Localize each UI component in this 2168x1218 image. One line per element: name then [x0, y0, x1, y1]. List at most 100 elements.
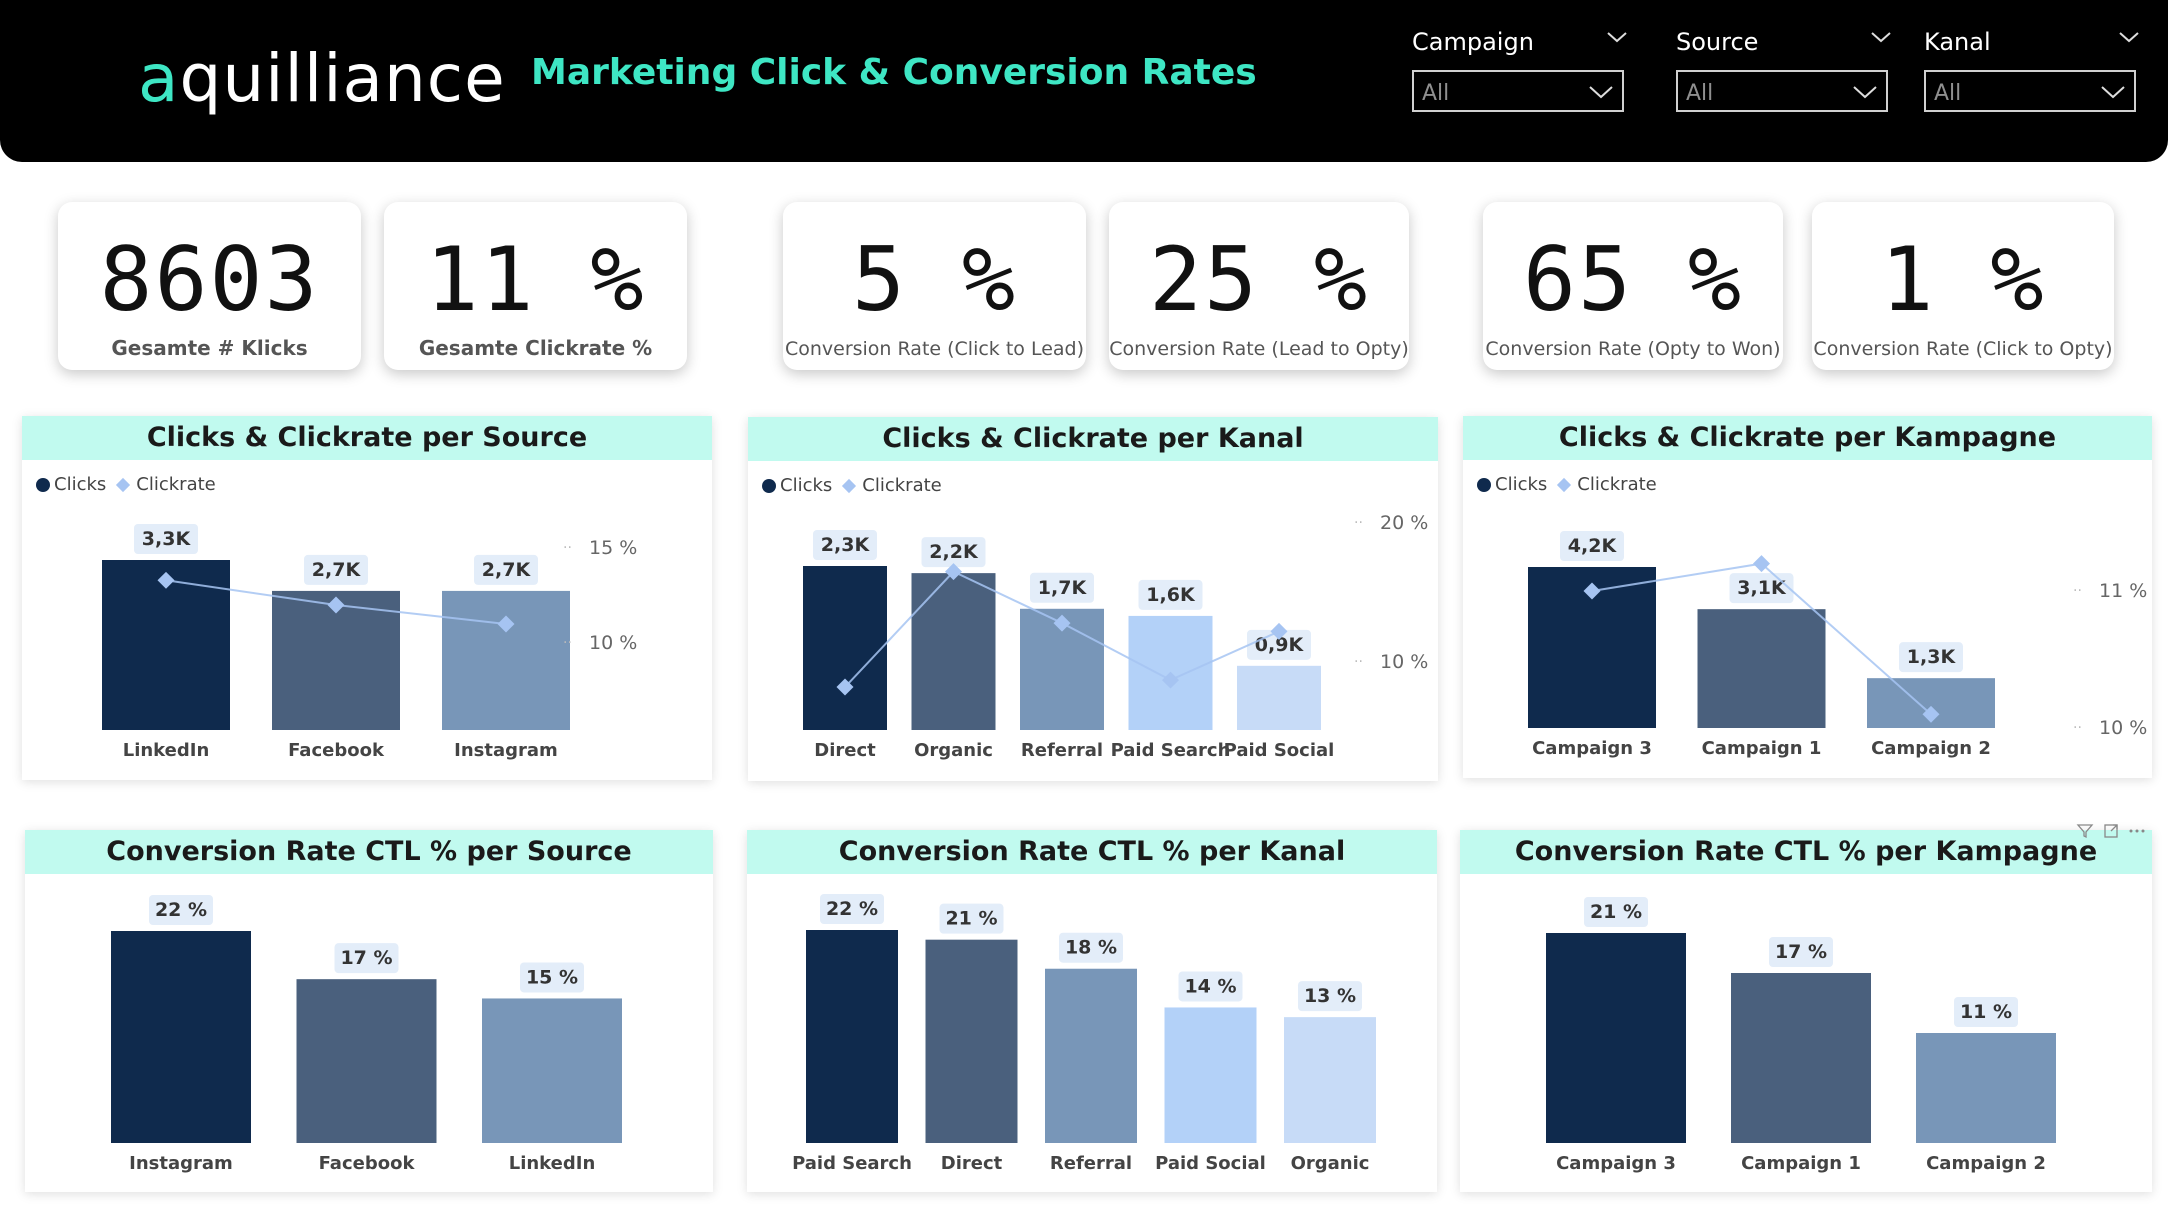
y2-tick-mark: ·· — [563, 635, 572, 651]
campaign-dropdown-value: All — [1422, 81, 1450, 106]
data-label: 22 % — [826, 898, 878, 920]
chevron-down-icon[interactable] — [2118, 28, 2140, 46]
focus-mode-icon[interactable] — [2102, 822, 2120, 840]
chevron-down-icon[interactable] — [1606, 28, 1628, 46]
data-label-bg — [1899, 642, 1963, 673]
data-label-bg — [820, 894, 884, 924]
chevron-down-icon — [2101, 86, 2125, 99]
legend-clickrate: Clickrate — [136, 474, 216, 495]
data-label-bg — [1247, 629, 1311, 660]
data-label-bg — [304, 554, 368, 585]
kpi-cr-click-to-opty[interactable]: 1 % Conversion Rate (Click to Opty) — [1812, 202, 2114, 370]
category-label: Campaign 1 — [1741, 1153, 1861, 1174]
chart-card-ctl-per-kanal[interactable]: Conversion Rate CTL % per Kanal 22 % Paid… — [747, 830, 1437, 1192]
data-label-bg — [1138, 579, 1203, 610]
clickrate-point — [1162, 671, 1179, 689]
kpi-label: Gesamte Clickrate % — [418, 336, 653, 360]
category-label: Campaign 1 — [1702, 738, 1822, 759]
category-label: Instagram — [454, 740, 558, 761]
chart-card-ctl-per-source[interactable]: Conversion Rate CTL % per Source 22 % Ins… — [25, 830, 713, 1192]
chevron-down-icon[interactable] — [1870, 28, 1892, 46]
y2-tick-label: 15 % — [589, 537, 637, 559]
campaign-dropdown[interactable]: All — [1412, 70, 1624, 112]
kpi-cr-opty-to-won[interactable]: 65 % Conversion Rate (Opty to Won) — [1483, 202, 1783, 370]
kpi-cr-click-to-lead[interactable]: 5 % Conversion Rate (Click to Lead) — [783, 202, 1086, 370]
chart-card-clicks-per-kampagne[interactable]: Clicks & Clickrate per Kampagne Clicks Cl… — [1463, 416, 2152, 778]
data-label: 1,7K — [1038, 577, 1088, 599]
page-title: Marketing Click & Conversion Rates — [531, 52, 1257, 93]
y2-tick-label: 10 % — [589, 632, 637, 654]
data-label-bg — [1059, 932, 1123, 963]
category-label: Referral — [1021, 740, 1103, 761]
kpi-value: 65 % — [1523, 228, 1743, 331]
bar — [806, 930, 898, 1143]
source-slicer[interactable]: Source All — [1676, 22, 1894, 118]
bar — [1237, 665, 1321, 730]
data-label: 17 % — [340, 947, 392, 969]
data-label-bg — [520, 962, 584, 993]
bar — [1164, 1007, 1257, 1143]
kpi-cr-lead-to-opty[interactable]: 25 % Conversion Rate (Lead to Opty) — [1109, 202, 1409, 370]
chart-title: Conversion Rate CTL % per Source — [25, 830, 713, 874]
campaign-slicer-label: Campaign — [1412, 28, 1534, 56]
chart-legend: Clicks Clickrate — [1477, 474, 1657, 495]
data-label-bg — [1729, 573, 1794, 604]
y2-tick-label: 11 % — [2099, 580, 2147, 602]
kpi-value: 25 % — [1149, 228, 1369, 331]
chart-legend: Clicks Clickrate — [762, 475, 942, 496]
category-label: Campaign 3 — [1532, 738, 1652, 759]
data-label: 4,2K — [1568, 535, 1618, 557]
clicks-legend-marker — [36, 477, 50, 492]
kanal-slicer[interactable]: Kanal All — [1924, 22, 2142, 118]
clicks-kampagne-chart: 4,2K Campaign 3 3,1K Campaign 1 1,3K Campaign… — [1528, 531, 2147, 759]
more-options-icon[interactable] — [2128, 822, 2146, 840]
clicks-source-chart: 3,3K LinkedIn 2,7K Facebook 2,7K Instagram 15 … — [102, 524, 637, 761]
chart-title: Conversion Rate CTL % per Kanal — [747, 830, 1437, 874]
bar — [1284, 1017, 1376, 1143]
category-label: Organic — [1291, 1153, 1370, 1174]
ctl-kampagne-chart: 21 % Campaign 3 17 % Campaign 1 11 % Campaign… — [1546, 897, 2056, 1174]
clickrate-point — [945, 563, 962, 581]
category-label: Organic — [914, 740, 993, 761]
filter-icon[interactable] — [2076, 822, 2094, 840]
chart-card-ctl-per-kampagne[interactable]: Conversion Rate CTL % per Kampagne 21 % C… — [1460, 824, 2152, 1192]
data-label-bg — [939, 903, 1004, 934]
ctl-source-chart: 22 % Instagram 17 % Facebook 15 % LinkedIn — [111, 895, 622, 1174]
chart-card-clicks-per-source[interactable]: Clicks & Clickrate per Source Clicks Clic… — [22, 416, 712, 780]
data-label-bg — [813, 530, 877, 560]
data-label-bg — [1954, 997, 2018, 1027]
bar — [111, 931, 251, 1143]
kpi-value: 1 % — [1880, 228, 2046, 331]
chart-title: Conversion Rate CTL % per Kampagne — [1460, 830, 2152, 874]
data-label: 17 % — [1775, 941, 1827, 963]
category-label: Paid Search — [1111, 740, 1231, 761]
kpi-label: Gesamte # Klicks — [111, 336, 308, 360]
source-dropdown-value: All — [1686, 81, 1714, 106]
data-label: 2,2K — [929, 541, 979, 563]
data-label-bg — [1030, 572, 1094, 603]
category-label: Referral — [1050, 1153, 1132, 1174]
source-dropdown[interactable]: All — [1676, 70, 1888, 112]
category-label: Facebook — [288, 740, 385, 761]
category-label: Direct — [941, 1153, 1003, 1174]
data-label: 0,9K — [1255, 634, 1305, 656]
chart-legend: Clicks Clickrate — [36, 474, 216, 495]
visual-header-icons — [2076, 822, 2146, 840]
chart-title: Clicks & Clickrate per Kampagne — [1463, 416, 2152, 460]
y2-tick-label: 10 % — [2099, 717, 2147, 739]
data-label-bg — [1584, 897, 1648, 927]
legend-clicks: Clicks — [1495, 474, 1548, 495]
y2-tick-mark: ·· — [2073, 583, 2082, 599]
kanal-slicer-label: Kanal — [1924, 28, 1991, 56]
chevron-down-icon — [1589, 86, 1613, 99]
data-label: 21 % — [945, 908, 997, 930]
chart-card-clicks-per-kanal[interactable]: Clicks & Clickrate per Kanal Clicks Click… — [748, 417, 1438, 781]
kpi-total-clicks[interactable]: 8603 Gesamte # Klicks — [58, 202, 361, 370]
campaign-slicer[interactable]: Campaign All — [1412, 22, 1630, 118]
clicks-legend-marker — [762, 478, 776, 493]
bar — [803, 566, 887, 730]
kanal-dropdown[interactable]: All — [1924, 70, 2136, 112]
kpi-total-clickrate[interactable]: 11 % Gesamte Clickrate % — [384, 202, 687, 370]
data-label: 22 % — [155, 899, 207, 921]
y2-tick-mark: ·· — [1354, 654, 1363, 670]
